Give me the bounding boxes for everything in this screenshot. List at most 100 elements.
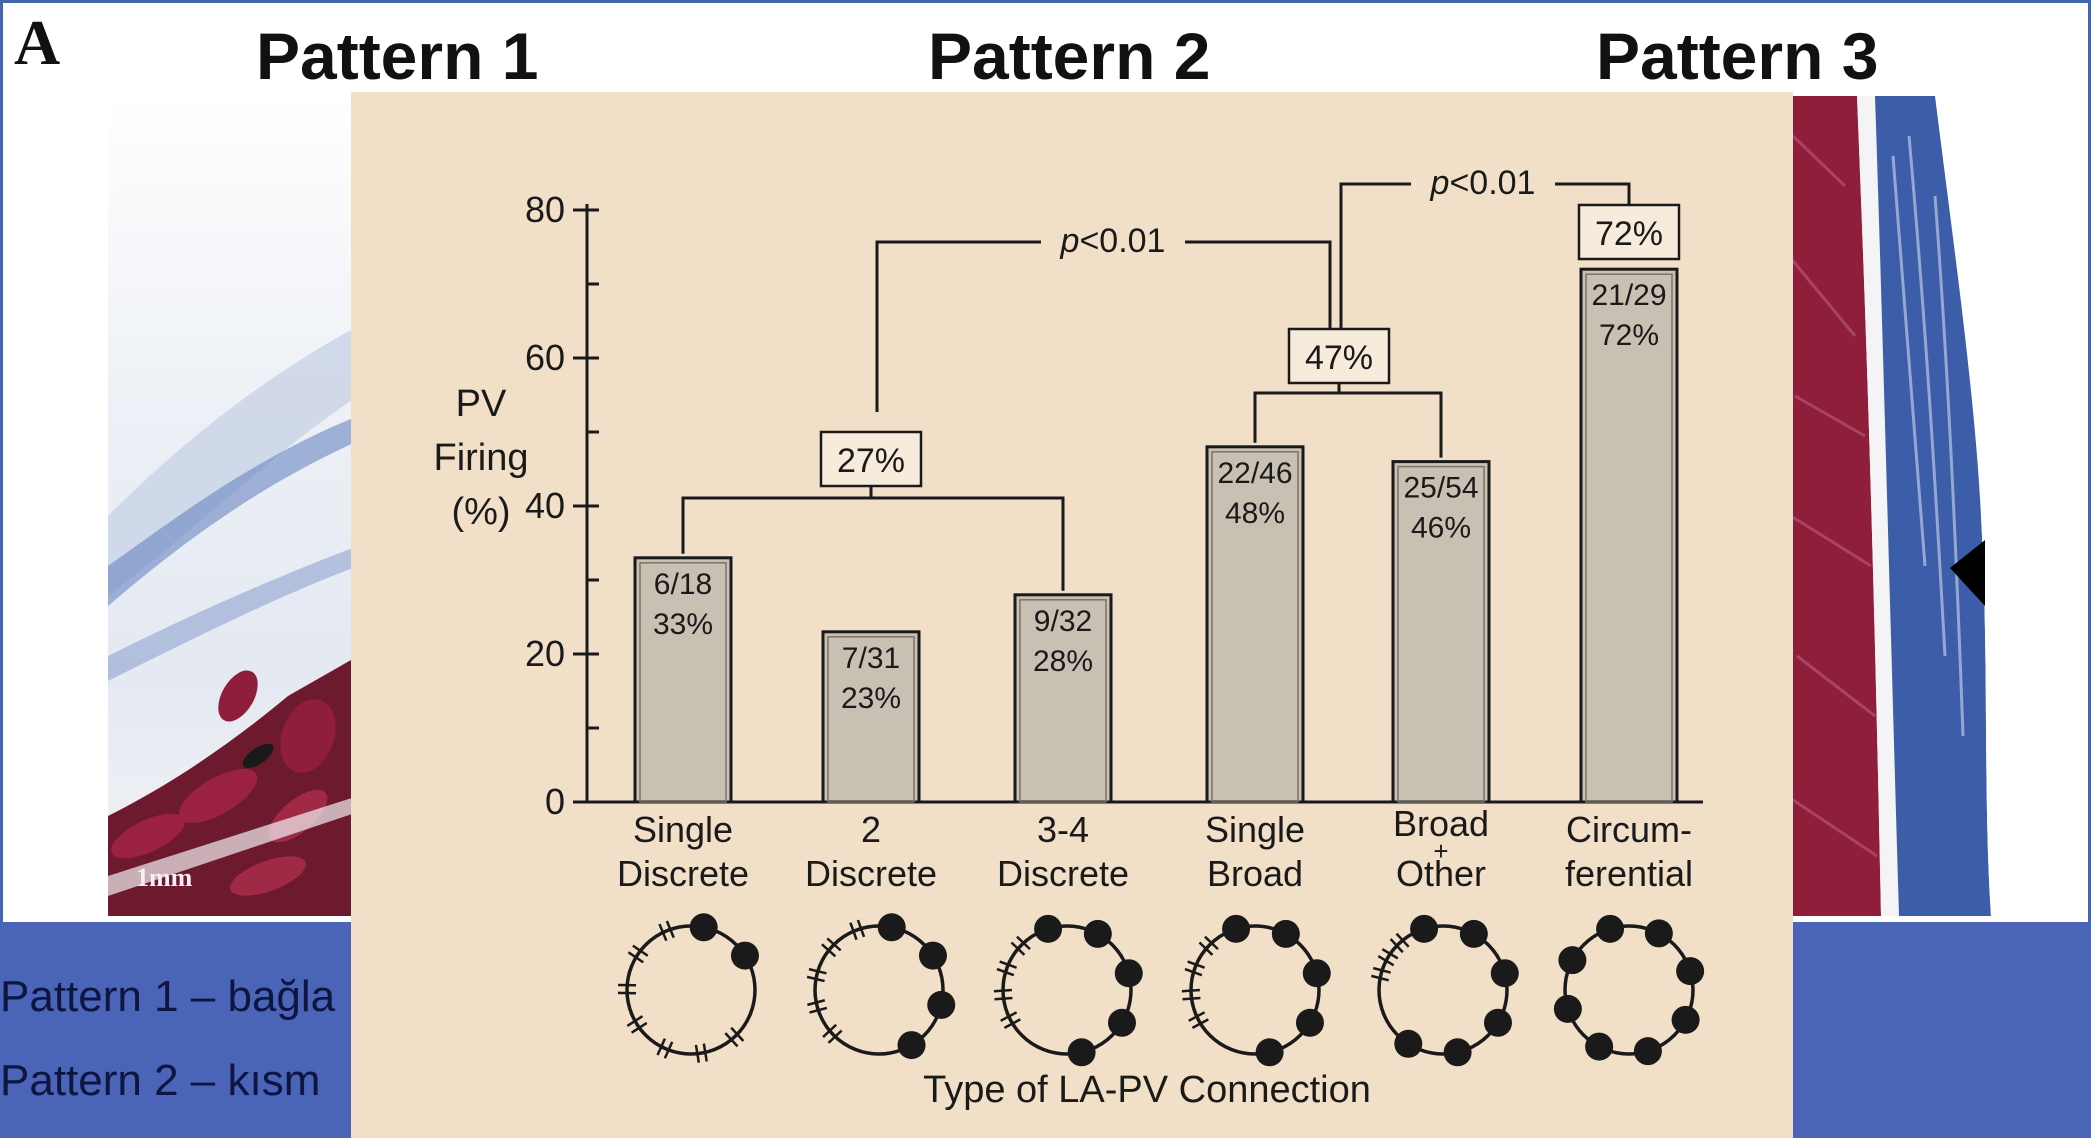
bar-label-count: 6/18 <box>654 568 712 601</box>
connection-dot-icon <box>918 941 947 970</box>
connection-tick-icon <box>1000 1011 1018 1022</box>
bar <box>821 630 921 804</box>
connection-dot-icon <box>1558 946 1587 975</box>
connection-dot-icon <box>1255 1038 1284 1067</box>
connection-dot-icon <box>1585 1032 1614 1061</box>
bar-label-count: 9/32 <box>1034 605 1092 638</box>
connection-ring-icon <box>1001 924 1133 1056</box>
bar <box>1391 460 1491 804</box>
bar-label-percent: 28% <box>1033 645 1093 678</box>
connection-tick-icon <box>1204 935 1219 951</box>
connection-dot-icon <box>877 913 906 942</box>
bar-inner-border <box>1585 273 1673 803</box>
connection-tick-icon <box>1389 938 1404 954</box>
x-category-label: ferential <box>1565 853 1693 894</box>
significance-bracket <box>1185 240 1332 328</box>
connection-tick-icon <box>1016 935 1031 951</box>
y-tick-label: 40 <box>525 485 565 526</box>
x-category-label: 2 <box>861 809 881 850</box>
connection-dot-icon <box>1459 919 1488 948</box>
x-category-label: Other <box>1396 853 1486 894</box>
connection-dot-icon <box>1107 1008 1136 1037</box>
group-label-text: 72% <box>1595 215 1663 253</box>
chart-panel: 0 20 40 60 80 PV Firing (%) 6/18 33% 7/31 23% 9/32 28… <box>351 92 1793 1138</box>
x-category-label: Broad <box>1393 803 1489 844</box>
bar-inner-border <box>1211 451 1299 803</box>
connection-dot-icon <box>1114 959 1143 988</box>
connection-tick-icon <box>1010 941 1026 956</box>
connection-tick-icon <box>827 1029 843 1044</box>
x-category-label: Discrete <box>617 853 749 894</box>
caption-pattern-2: Pattern 2 – kısm <box>0 1056 321 1105</box>
connection-dot-icon <box>1295 1008 1324 1037</box>
connection-dot-icon <box>1410 914 1439 943</box>
connection-tick-icon <box>656 1038 667 1056</box>
connection-dot-icon <box>927 990 956 1019</box>
connection-tick-icon <box>632 944 649 957</box>
bar-chart: 0 20 40 60 80 PV Firing (%) 6/18 33% 7/31 23% 9/32 28… <box>433 164 1705 1111</box>
connection-tick-icon <box>730 1026 745 1042</box>
connection-tick-icon <box>1003 1018 1021 1029</box>
connection-tick-icon <box>821 943 837 958</box>
connection-tick-icon <box>1381 948 1399 960</box>
connection-tick-icon <box>630 1021 648 1034</box>
bar-inner-border <box>827 636 915 803</box>
group-label-box <box>819 430 923 488</box>
x-category-label: Single <box>633 809 733 850</box>
connection-dot-icon <box>1443 1038 1472 1067</box>
connection-tick-icon <box>663 1041 674 1059</box>
connection-tick-icon <box>809 1006 828 1014</box>
frame-border-top <box>0 0 2091 3</box>
group-bracket <box>681 496 1065 591</box>
bar-label-percent: 33% <box>653 608 713 641</box>
bar-label-count: 21/29 <box>1591 279 1666 312</box>
connection-tick-icon <box>993 988 1012 993</box>
connection-tick-icon <box>665 920 675 939</box>
x-category-label: Single <box>1205 809 1305 850</box>
connection-tick-icon <box>1372 966 1391 974</box>
connection-tick-icon <box>807 999 826 1007</box>
connection-dot-icon <box>730 941 759 970</box>
connection-dot-icon <box>689 913 718 942</box>
connection-tick-icon <box>806 975 825 983</box>
connection-tick-icon <box>1377 954 1395 967</box>
connection-tick-icon <box>1181 988 1200 993</box>
bar-label-percent: 48% <box>1225 497 1285 530</box>
bar <box>1579 267 1679 804</box>
connection-tick-icon <box>1395 932 1410 948</box>
connection-tick-icon <box>1182 996 1201 1001</box>
connection-tick-icon <box>856 919 866 938</box>
connection-dot-icon <box>1633 1037 1662 1066</box>
y-axis-label: Firing <box>433 437 528 479</box>
bar-label-percent: 72% <box>1599 319 1659 352</box>
connection-tick-icon <box>996 967 1015 977</box>
y-axis-label: PV <box>456 383 507 425</box>
pattern-1-title: Pattern 1 <box>256 19 539 93</box>
connection-tick-icon <box>724 1032 739 1048</box>
caption-pattern-1: Pattern 1 – bağla <box>0 972 336 1021</box>
y-tick-label: 0 <box>545 781 565 822</box>
connection-tick-icon <box>822 1023 838 1038</box>
x-category-label: + <box>1433 836 1448 866</box>
connection-tick-icon <box>1370 974 1390 982</box>
connection-tick-icon <box>1191 1018 1209 1029</box>
connection-tick-icon <box>1198 941 1214 956</box>
group-label-box <box>1577 203 1681 261</box>
connection-ring-icon <box>1377 924 1509 1056</box>
frame-border-right <box>2088 0 2091 930</box>
connection-dot-icon <box>1271 919 1300 948</box>
significance-p-label: p<0.01 <box>1430 164 1536 202</box>
y-tick-label: 20 <box>525 633 565 674</box>
x-category-label: Discrete <box>805 853 937 894</box>
connection-dot-icon <box>1490 959 1519 988</box>
x-category-label: 3-4 <box>1037 809 1089 850</box>
group-bracket <box>1253 391 1443 458</box>
connection-tick-icon <box>627 951 644 964</box>
connection-dot-icon <box>1553 994 1582 1023</box>
bar-label-percent: 23% <box>841 682 901 715</box>
bar-label-count: 22/46 <box>1217 457 1292 490</box>
connection-dot-icon <box>1394 1029 1423 1058</box>
group-label-text: 47% <box>1305 339 1373 377</box>
arrowhead-marker-icon <box>1950 540 1985 606</box>
